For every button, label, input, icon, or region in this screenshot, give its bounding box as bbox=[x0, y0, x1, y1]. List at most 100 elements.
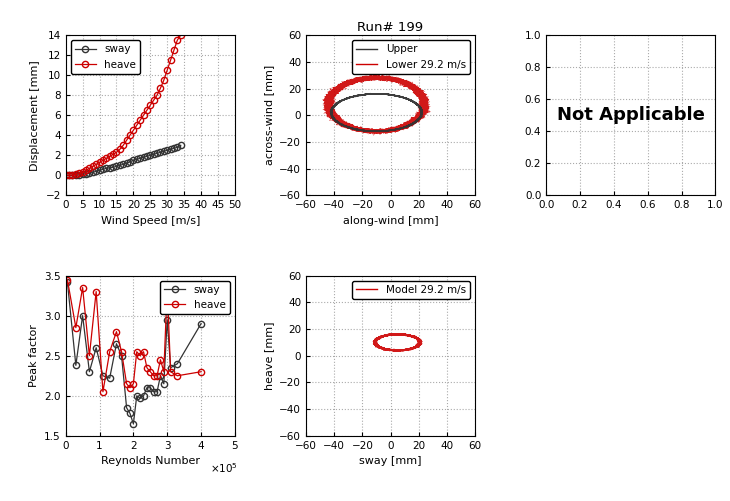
Text: $\times 10^5$: $\times 10^5$ bbox=[210, 461, 238, 475]
heave bbox=[153, 92, 161, 98]
heave bbox=[132, 122, 141, 128]
heave bbox=[159, 77, 168, 83]
Y-axis label: across-wind [mm]: across-wind [mm] bbox=[264, 65, 274, 165]
heave bbox=[166, 57, 175, 63]
sway bbox=[173, 361, 182, 367]
sway bbox=[65, 172, 74, 178]
sway bbox=[126, 410, 134, 416]
sway bbox=[92, 345, 101, 351]
heave bbox=[136, 353, 145, 359]
heave bbox=[163, 285, 172, 291]
heave bbox=[173, 37, 182, 43]
heave bbox=[72, 325, 80, 331]
sway bbox=[82, 171, 91, 177]
sway bbox=[139, 393, 148, 399]
heave bbox=[82, 167, 91, 173]
sway bbox=[159, 381, 168, 387]
sway bbox=[146, 385, 155, 391]
sway bbox=[126, 159, 134, 165]
heave bbox=[112, 329, 121, 335]
sway bbox=[88, 169, 97, 175]
sway bbox=[150, 389, 158, 395]
sway bbox=[169, 145, 178, 151]
heave bbox=[173, 373, 182, 379]
heave bbox=[105, 153, 114, 159]
heave bbox=[153, 373, 161, 379]
heave bbox=[139, 349, 148, 355]
heave bbox=[126, 385, 134, 391]
heave bbox=[142, 107, 151, 113]
heave bbox=[102, 155, 111, 161]
heave bbox=[142, 365, 151, 371]
sway bbox=[166, 365, 175, 371]
heave bbox=[129, 127, 138, 133]
sway bbox=[153, 389, 161, 395]
sway bbox=[159, 148, 168, 154]
heave bbox=[156, 85, 165, 91]
sway bbox=[129, 157, 138, 163]
Line: sway: sway bbox=[63, 142, 184, 178]
sway bbox=[95, 167, 104, 173]
sway bbox=[112, 163, 121, 169]
heave bbox=[129, 381, 138, 387]
heave bbox=[95, 159, 104, 165]
sway bbox=[173, 144, 182, 150]
heave bbox=[126, 132, 134, 138]
sway bbox=[102, 165, 111, 171]
sway bbox=[109, 164, 118, 170]
Legend: Model 29.2 m/s: Model 29.2 m/s bbox=[353, 281, 470, 299]
sway bbox=[139, 154, 148, 160]
Y-axis label: heave [mm]: heave [mm] bbox=[264, 322, 274, 390]
heave bbox=[177, 32, 185, 38]
heave bbox=[65, 172, 74, 178]
sway bbox=[150, 151, 158, 157]
heave bbox=[122, 137, 131, 143]
sway bbox=[85, 369, 93, 375]
sway bbox=[75, 172, 84, 178]
sway bbox=[163, 317, 172, 323]
sway bbox=[129, 421, 138, 427]
sway bbox=[177, 142, 185, 148]
heave bbox=[163, 67, 172, 73]
heave bbox=[99, 157, 107, 163]
heave bbox=[68, 172, 77, 178]
Line: heave: heave bbox=[64, 277, 204, 395]
heave bbox=[136, 117, 145, 123]
X-axis label: along-wind [mm]: along-wind [mm] bbox=[343, 216, 438, 226]
heave bbox=[115, 146, 124, 152]
heave bbox=[150, 373, 158, 379]
sway bbox=[99, 166, 107, 172]
sway bbox=[92, 168, 101, 174]
heave bbox=[146, 102, 155, 108]
heave bbox=[72, 171, 80, 177]
sway bbox=[115, 162, 124, 168]
sway bbox=[153, 150, 161, 156]
sway bbox=[68, 172, 77, 178]
sway bbox=[63, 279, 72, 285]
Y-axis label: Peak factor: Peak factor bbox=[28, 324, 39, 387]
sway bbox=[85, 170, 93, 176]
heave bbox=[63, 277, 72, 283]
heave bbox=[156, 357, 165, 363]
sway bbox=[78, 171, 87, 177]
sway bbox=[99, 373, 107, 379]
Legend: sway, heave: sway, heave bbox=[161, 281, 230, 314]
X-axis label: Wind Speed [m/s]: Wind Speed [m/s] bbox=[101, 216, 200, 226]
heave bbox=[75, 170, 84, 176]
heave bbox=[122, 381, 131, 387]
heave bbox=[92, 161, 101, 167]
heave bbox=[132, 349, 141, 355]
sway bbox=[61, 172, 70, 178]
sway bbox=[156, 373, 165, 379]
heave bbox=[85, 165, 93, 171]
heave bbox=[85, 353, 93, 359]
sway bbox=[166, 146, 175, 152]
sway bbox=[142, 385, 151, 391]
heave bbox=[105, 349, 114, 355]
heave bbox=[112, 149, 121, 155]
heave bbox=[159, 369, 168, 375]
Text: Not Applicable: Not Applicable bbox=[557, 106, 704, 124]
sway bbox=[105, 375, 114, 381]
Line: heave: heave bbox=[63, 32, 184, 178]
heave bbox=[139, 112, 148, 118]
